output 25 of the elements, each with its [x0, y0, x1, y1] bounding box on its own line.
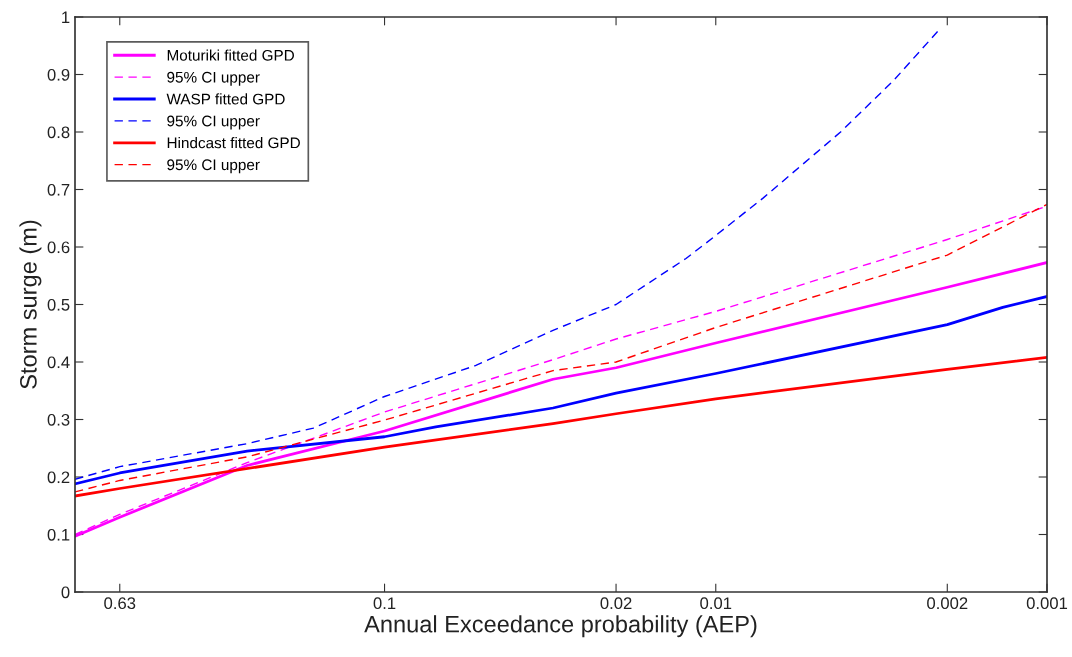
- y-tick-label: 0.2: [47, 471, 70, 484]
- legend-label: 95% CI upper: [167, 115, 260, 130]
- x-tick-label: 0.001: [1026, 597, 1068, 610]
- x-tick-label: 0.63: [104, 597, 136, 610]
- y-tick-label: 0.7: [47, 183, 70, 196]
- y-tick-label: 0.3: [47, 413, 70, 426]
- y-tick-label: 0.5: [47, 298, 70, 311]
- y-axis-title: Storm surge (m): [19, 220, 42, 389]
- x-tick-label: 0.01: [700, 597, 732, 610]
- y-tick-label: 0.8: [47, 126, 70, 139]
- legend-label: WASP fitted GPD: [166, 93, 285, 105]
- y-tick-label: 0.1: [47, 528, 70, 541]
- y-tick-label: 0.6: [47, 241, 70, 254]
- legend-label: 95% CI upper: [167, 71, 260, 86]
- x-tick-label: 0.002: [927, 597, 968, 610]
- y-tick-label: 0.4: [47, 356, 70, 369]
- x-axis-title: Annual Exceedance probability (AEP): [364, 615, 757, 638]
- y-tick-label: 0.9: [47, 68, 70, 81]
- y-tick-label: 1: [62, 11, 70, 24]
- legend-label: Moturiki fitted GPD: [167, 49, 294, 61]
- legend-label: 95% CI upper: [167, 159, 260, 174]
- legend-label: Hindcast fitted GPD: [167, 137, 300, 149]
- x-tick-label: 0.02: [600, 597, 632, 610]
- x-tick-label: 0.1: [373, 597, 396, 610]
- y-tick-label: 0: [61, 586, 70, 599]
